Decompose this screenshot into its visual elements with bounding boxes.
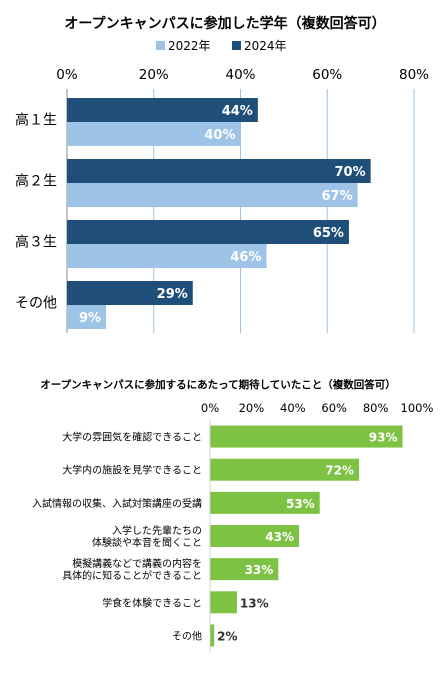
category-label: 学食を体験できること [102, 596, 202, 609]
data-label: 40% [204, 128, 235, 143]
grade-chart: オープンキャンパスに参加した学年（複数回答可） 2022年 2024年 0% 20… [15, 15, 429, 333]
bar [210, 558, 279, 581]
data-label: 33% [245, 563, 274, 577]
bar [210, 491, 320, 514]
data-label: 44% [222, 104, 253, 119]
bar [67, 159, 371, 183]
x-tick-label: 60% [321, 401, 347, 415]
data-label: 2% [217, 629, 237, 643]
data-label: 93% [369, 431, 398, 445]
bar [67, 220, 349, 244]
x-tick-label: 80% [399, 67, 429, 83]
data-label: 53% [286, 497, 315, 511]
category-label: 体験談や本音を聞くこと [92, 536, 202, 549]
category-label: 入学した先輩たちの [112, 524, 202, 537]
expectation-chart: オープンキャンパスに参加するにあたって期待していたこと（複数回答可） 0% 20%… [32, 378, 434, 652]
data-label: 70% [335, 165, 366, 180]
x-tick-label: 80% [363, 401, 389, 415]
category-label: 入試情報の収集、入試対策講座の受講 [32, 497, 202, 510]
bar [67, 122, 241, 146]
x-tick-label: 0% [201, 401, 219, 415]
bar [67, 98, 258, 122]
category-label: その他 [172, 629, 202, 642]
data-label: 29% [157, 287, 188, 302]
x-tick-label: 0% [56, 67, 78, 83]
category-label: 高１生 [15, 112, 57, 129]
data-label: 67% [321, 189, 352, 204]
category-label: 大学の雰囲気を確認できること [62, 431, 202, 444]
x-tick-label: 100% [401, 401, 434, 415]
legend-swatch-2022 [156, 41, 165, 50]
expectation-chart-title: オープンキャンパスに参加するにあたって期待していたこと（複数回答可） [40, 378, 396, 391]
legend-label-2022: 2022年 [168, 39, 211, 53]
x-tick-label: 40% [225, 67, 255, 83]
x-tick-label: 20% [139, 67, 169, 83]
bar [210, 591, 237, 614]
data-label: 43% [265, 530, 294, 544]
category-label: 具体的に知ることができること [62, 569, 202, 582]
legend-label-2024: 2024年 [244, 39, 287, 53]
data-label: 46% [230, 250, 261, 265]
bar [67, 305, 107, 329]
category-label: 模擬講義などで講義の内容を [72, 557, 202, 570]
data-label: 65% [313, 226, 344, 241]
bar [67, 281, 193, 305]
bar [67, 244, 267, 268]
bar [210, 458, 360, 481]
data-label: 9% [79, 311, 101, 326]
x-tick-label: 20% [239, 401, 265, 415]
category-label: その他 [15, 296, 57, 312]
data-label: 13% [240, 596, 269, 610]
x-tick-label: 40% [280, 401, 306, 415]
x-tick-label: 60% [312, 67, 342, 83]
bar [210, 425, 403, 448]
category-label: 高２生 [15, 173, 57, 190]
category-label: 高３生 [15, 234, 57, 251]
data-label: 72% [325, 464, 354, 478]
category-label: 大学内の施設を見学できること [62, 464, 202, 477]
bar [210, 624, 215, 647]
grade-chart-title: オープンキャンパスに参加した学年（複数回答可） [64, 15, 385, 32]
legend-swatch-2024 [232, 41, 241, 50]
bar [67, 183, 358, 207]
bar [210, 525, 300, 547]
